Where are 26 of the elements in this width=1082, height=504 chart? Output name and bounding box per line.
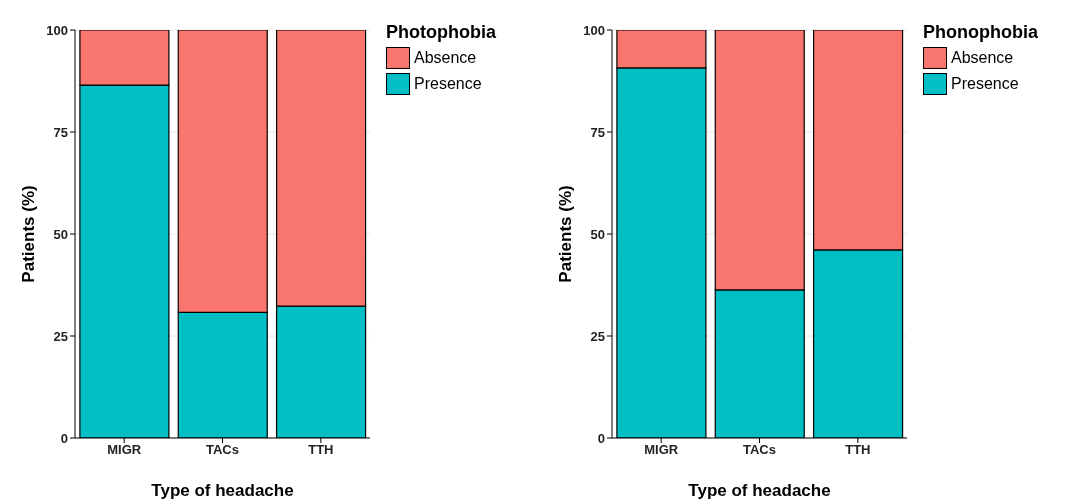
y-tick-label: 75	[590, 124, 605, 140]
y-axis-title: Patients (%)	[556, 185, 576, 283]
legend-title: Phonophobia	[923, 22, 1038, 43]
x-axis-title: Type of headache	[688, 481, 831, 500]
legend-label: Absence	[951, 49, 1014, 67]
x-tick-label: MIGR	[644, 442, 679, 458]
y-tick-label: 100	[46, 22, 68, 38]
legend-title: Photophobia	[386, 22, 496, 43]
legend-label: Absence	[414, 49, 477, 67]
x-tick-label: TTH	[845, 442, 871, 458]
y-tick-label: 0	[60, 430, 68, 446]
y-tick-label: 100	[583, 22, 605, 38]
y-tick-label: 50	[590, 226, 605, 242]
y-tick-label: 25	[590, 328, 605, 344]
y-axis-title: Patients (%)	[19, 185, 39, 283]
y-tick-label: 25	[53, 328, 68, 344]
x-tick-label: MIGR	[107, 442, 142, 458]
y-tick-label: 0	[597, 430, 605, 446]
x-tick-label: TACs	[743, 442, 776, 458]
legend-label: Presence	[414, 75, 482, 93]
x-tick-label: TTH	[308, 442, 334, 458]
x-axis-title: Type of headache	[151, 481, 294, 500]
y-tick-label: 50	[53, 226, 68, 242]
y-tick-label: 75	[53, 124, 68, 140]
legend-label: Presence	[951, 75, 1019, 93]
x-tick-label: TACs	[206, 442, 239, 458]
